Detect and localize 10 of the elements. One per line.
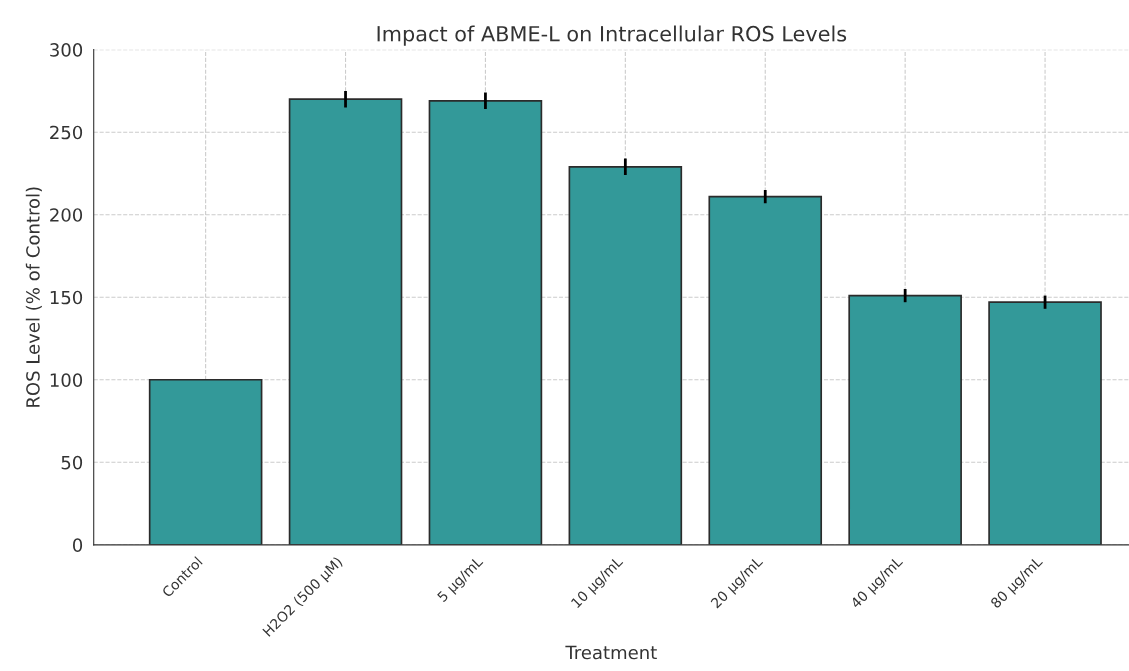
y-axis-title: ROS Level (% of Control): [25, 187, 42, 407]
y-tick-label: 250: [50, 125, 83, 140]
y-tick-label: 150: [50, 290, 83, 305]
y-tick-label: 200: [50, 208, 83, 222]
y-tick-label: 100: [50, 373, 83, 387]
y-tick-label: 50: [61, 455, 83, 470]
y-tick-label: 300: [50, 43, 83, 57]
chart-title: Impact of ABME-L on Intracellular ROS Levels: [377, 25, 847, 46]
x-axis-title: Treatment: [565, 645, 657, 660]
y-tick-label: 0: [72, 538, 83, 552]
